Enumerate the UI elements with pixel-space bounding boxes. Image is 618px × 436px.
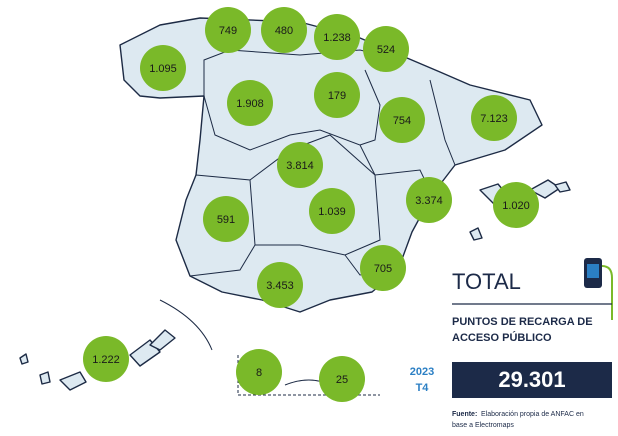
bubbles: 1.095 749 480 1.238 524 1.908 179 754 7.123 3.814… xyxy=(83,7,539,402)
bubble-label: 8 xyxy=(256,367,262,379)
region-border xyxy=(203,95,433,196)
bubble xyxy=(261,7,307,53)
bubble xyxy=(493,182,539,228)
bubble xyxy=(363,26,409,72)
bubble xyxy=(203,196,249,242)
bubble xyxy=(227,80,273,126)
bubble-label: 3.453 xyxy=(266,280,294,292)
bubble-label: 7.123 xyxy=(480,113,508,125)
island xyxy=(59,371,87,391)
bubble-label: 480 xyxy=(275,25,293,37)
total-value: 29.301 xyxy=(498,367,565,392)
region-border xyxy=(359,69,381,146)
charger-screen xyxy=(587,264,599,278)
bubble-label: 3.374 xyxy=(415,195,443,207)
region-border xyxy=(429,79,456,166)
bubble xyxy=(309,188,355,234)
source: Elaboración propia de ANFAC en xyxy=(481,411,584,418)
bubble xyxy=(314,72,360,118)
year: 2023 xyxy=(410,366,434,378)
source: base a Electromaps xyxy=(452,422,514,429)
island xyxy=(149,329,176,351)
charger-icon xyxy=(584,258,613,320)
bubble-label: 705 xyxy=(374,263,392,275)
panel-subtitle: PUNTOS DE RECARGA DE xyxy=(452,316,593,328)
total-box xyxy=(452,362,612,398)
bubble-label: 1.222 xyxy=(92,354,120,366)
bubble xyxy=(406,177,452,223)
island xyxy=(19,353,29,365)
bubble-label: 1.238 xyxy=(323,32,351,44)
bubble-label: 179 xyxy=(328,90,346,102)
bubble xyxy=(319,356,365,402)
bubble xyxy=(83,336,129,382)
bubble xyxy=(379,97,425,143)
bubble xyxy=(314,14,360,60)
bubble xyxy=(360,245,406,291)
quarter: T4 xyxy=(416,382,430,394)
strait-arc xyxy=(159,299,213,351)
bubble-label: 1.039 xyxy=(318,206,346,218)
bubble-label: 1.095 xyxy=(149,63,177,75)
bubble xyxy=(236,349,282,395)
bubble-label: 754 xyxy=(393,115,411,127)
bubble xyxy=(205,7,251,53)
island xyxy=(39,371,51,385)
bubble xyxy=(471,95,517,141)
bubble-label: 3.814 xyxy=(286,160,314,172)
bubble xyxy=(277,142,323,188)
bubble-label: 1.020 xyxy=(502,200,530,212)
bubble-label: 591 xyxy=(217,214,235,226)
box xyxy=(237,355,380,396)
bubble-label: 1.908 xyxy=(236,98,264,110)
charger-cable xyxy=(601,265,613,320)
bubble-label: 749 xyxy=(219,25,237,37)
bubble xyxy=(140,45,186,91)
island xyxy=(469,227,483,241)
bubble xyxy=(257,262,303,308)
source-label: Fuente: xyxy=(452,411,477,418)
bubble-label: 25 xyxy=(336,374,348,386)
bubble-label: 524 xyxy=(377,44,395,56)
panel-subtitle: ACCESO PÚBLICO xyxy=(452,331,552,344)
island xyxy=(554,181,571,193)
panel-title: TOTAL xyxy=(452,269,521,294)
